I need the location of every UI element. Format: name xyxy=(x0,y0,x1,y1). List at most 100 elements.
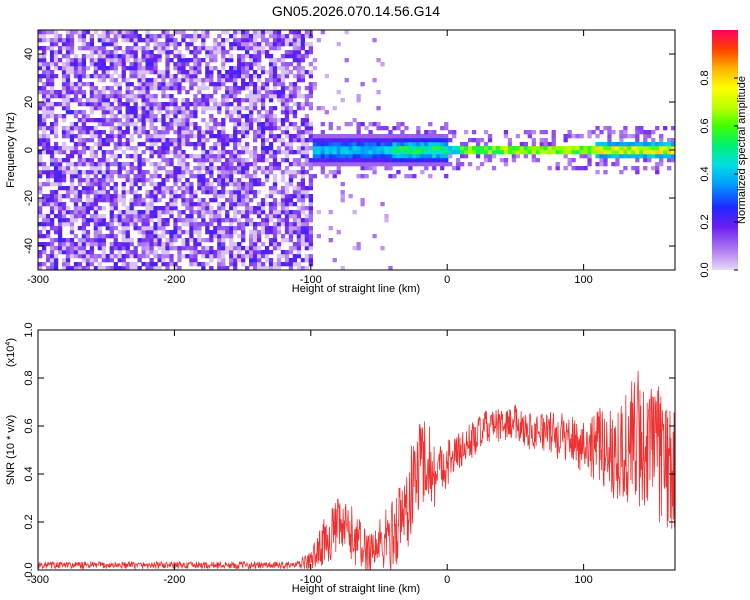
spectrogram-cell xyxy=(149,122,154,127)
spectrogram-cell xyxy=(284,114,290,119)
spectrogram-cell xyxy=(49,94,55,99)
spectrogram-cell xyxy=(260,142,266,147)
spectrogram-cell xyxy=(53,34,59,39)
spectrogram-cell xyxy=(515,134,521,139)
spectrogram-cell xyxy=(591,130,596,135)
spectrogram-cell xyxy=(304,242,310,247)
spectrogram-cell xyxy=(260,158,266,163)
spectrogram-cell xyxy=(272,178,278,183)
spectrogram-cell xyxy=(324,134,329,139)
spectrogram-cell xyxy=(229,170,234,175)
spectrogram-cell xyxy=(563,154,568,159)
spectrogram-cell xyxy=(69,138,75,143)
spectrogram-cell xyxy=(241,54,246,59)
spectrogram-cell xyxy=(89,154,95,159)
spectrogram-cell xyxy=(284,130,290,135)
spectrogram-cell xyxy=(237,170,242,175)
spectrogram-cell xyxy=(125,90,130,95)
spectrogram-cell xyxy=(101,78,106,83)
spectrogram-cell xyxy=(141,238,146,243)
spectrogram-cell xyxy=(125,234,130,239)
spectrogram-cell xyxy=(61,194,67,199)
spectrogram-cell xyxy=(264,122,270,127)
spectrogram-cell xyxy=(229,158,234,163)
spectrogram-cell xyxy=(284,182,290,187)
spectrogram-cell xyxy=(117,162,122,167)
spectrogram-cell xyxy=(252,166,258,171)
spectrogram-cell xyxy=(197,138,202,143)
spectrogram-cell xyxy=(61,74,67,79)
spectrogram-cell xyxy=(225,210,230,215)
spectrogram-cell xyxy=(360,82,365,87)
spectrogram-cell xyxy=(61,102,67,107)
spectrogram-cell xyxy=(428,174,433,179)
spectrogram-cell xyxy=(109,194,114,199)
spectrogram-cell xyxy=(105,42,110,47)
spectrogram-cell xyxy=(408,158,413,163)
spectrogram-cell xyxy=(671,150,676,155)
spectrogram-cell xyxy=(181,66,186,71)
spectrogram-cell xyxy=(165,30,170,35)
spectrogram-cell xyxy=(471,146,477,151)
spectrogram-cell xyxy=(181,246,186,251)
spectrogram-cell xyxy=(539,138,544,143)
spectrogram-cell xyxy=(153,98,158,103)
spectrogram-cell xyxy=(121,218,126,223)
spectrogram-cell xyxy=(312,154,317,159)
spectrogram-cell xyxy=(495,146,501,151)
spectrogram-cell xyxy=(229,182,234,187)
spectrogram-cell xyxy=(49,130,55,135)
spectrogram-cell xyxy=(153,194,158,199)
spectrogram-cell xyxy=(89,182,95,187)
spectrogram-cell xyxy=(193,110,198,115)
spectrogram-cell xyxy=(256,66,262,71)
spectrogram-cell xyxy=(65,262,71,267)
spectrogram-cell xyxy=(452,166,457,171)
spectrogram-cell xyxy=(280,178,286,183)
spectrogram-cell xyxy=(221,262,226,267)
spectrogram-cell xyxy=(93,198,99,203)
spectrogram-cell xyxy=(324,162,329,167)
spectrogram-cell xyxy=(256,190,262,195)
x-tick-label: -100 xyxy=(300,574,322,586)
spectrogram-cell xyxy=(260,30,266,35)
spectrogram-cell xyxy=(268,114,274,119)
spectrogram-cell xyxy=(153,118,158,123)
spectrogram-cell xyxy=(57,178,63,183)
spectrogram-cell xyxy=(69,190,75,195)
spectrogram-cell xyxy=(229,202,234,207)
spectrogram-cell xyxy=(300,266,306,271)
spectrogram-cell xyxy=(193,226,198,231)
spectrogram-cell xyxy=(607,130,612,135)
spectrogram-cell xyxy=(209,186,214,191)
colorbar: 0.00.20.40.60.8 Normalized spectral ampl… xyxy=(699,30,748,278)
spectrogram-cell xyxy=(296,38,302,43)
spectrogram-cell xyxy=(133,54,138,59)
spectrogram-cell xyxy=(229,206,234,211)
spectrogram-cell xyxy=(77,194,83,199)
spectrogram-cell xyxy=(41,86,47,91)
spectrogram-cell xyxy=(260,66,266,71)
spectrogram-cell xyxy=(256,58,262,63)
spectrogram-cell xyxy=(89,62,95,67)
spectrogram-cell xyxy=(284,118,290,123)
spectrogram-cell xyxy=(272,230,278,235)
spectrogram-cell xyxy=(177,58,182,63)
spectrogram-cell xyxy=(256,222,262,227)
spectrogram-cell xyxy=(165,262,170,267)
spectrogram-cell xyxy=(93,126,99,131)
spectrogram-cell xyxy=(523,142,528,147)
spectrogram-cell xyxy=(256,206,262,211)
spectrogram-cell xyxy=(233,198,238,203)
spectrogram-cell xyxy=(93,130,99,135)
spectrogram-cell xyxy=(623,134,628,139)
spectrogram-cell xyxy=(101,258,106,263)
spectrogram-cell xyxy=(177,230,182,235)
spectrogram-cell xyxy=(81,130,87,135)
spectrogram-cell xyxy=(284,86,290,91)
spectrogram-cell xyxy=(292,66,298,71)
spectrogram-cell xyxy=(173,182,178,187)
spectrogram-cell xyxy=(249,46,254,51)
spectrogram-cell xyxy=(284,258,290,263)
spectrogram-cell xyxy=(205,238,210,243)
